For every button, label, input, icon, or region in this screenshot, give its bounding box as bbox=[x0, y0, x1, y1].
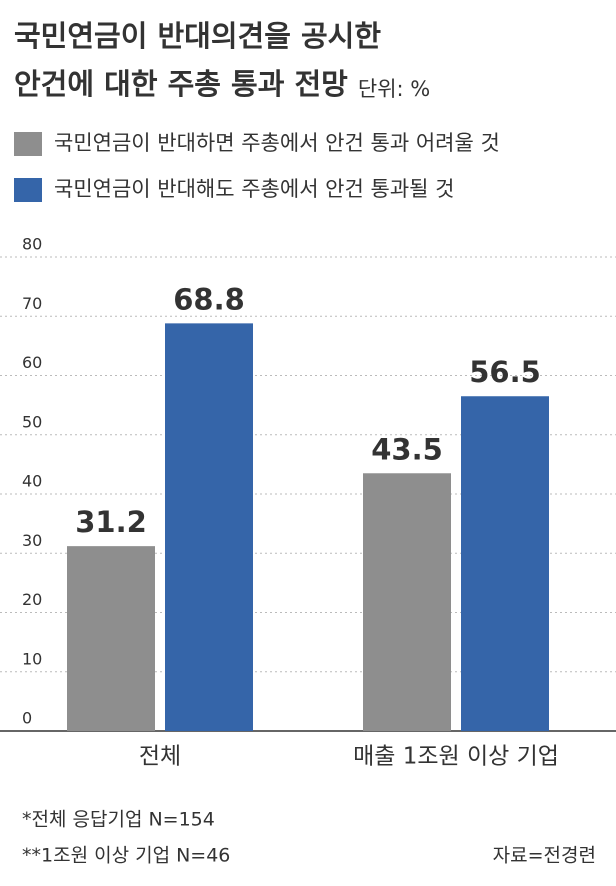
value-label: 56.5 bbox=[469, 355, 541, 389]
x-tick-label: 매출 1조원 이상 기업 bbox=[353, 744, 559, 770]
chart-title: 국민연금이 반대의견을 공시한 bbox=[14, 19, 381, 53]
legend-swatch bbox=[14, 132, 42, 156]
y-tick-label: 50 bbox=[22, 412, 42, 431]
legend-swatch bbox=[14, 178, 42, 202]
chart-title: 안건에 대한 주총 통과 전망 bbox=[14, 67, 348, 101]
bar bbox=[67, 546, 155, 731]
value-label: 31.2 bbox=[75, 505, 147, 539]
y-tick-label: 20 bbox=[22, 590, 42, 609]
source: 자료=전경련 bbox=[493, 845, 596, 867]
y-tick-label: 80 bbox=[22, 235, 42, 254]
footnote: **1조원 이상 기업 N=46 bbox=[22, 845, 230, 867]
y-tick-label: 10 bbox=[22, 649, 42, 668]
y-tick-label: 60 bbox=[22, 353, 42, 372]
legend-label: 국민연금이 반대해도 주총에서 안건 통과될 것 bbox=[54, 177, 454, 201]
y-tick-label: 0 bbox=[22, 709, 32, 728]
footnote: *전체 응답기업 N=154 bbox=[22, 809, 215, 831]
bar bbox=[461, 396, 549, 731]
value-label: 68.8 bbox=[173, 282, 245, 316]
x-tick-label: 전체 bbox=[139, 744, 181, 770]
y-tick-label: 40 bbox=[22, 472, 42, 491]
unit-label: 단위: % bbox=[358, 77, 430, 101]
value-label: 43.5 bbox=[371, 432, 443, 466]
bar bbox=[165, 323, 253, 731]
y-tick-label: 70 bbox=[22, 294, 42, 313]
bar bbox=[363, 473, 451, 731]
legend-label: 국민연금이 반대하면 주총에서 안건 통과 어려울 것 bbox=[54, 131, 500, 155]
y-tick-label: 30 bbox=[22, 531, 42, 550]
